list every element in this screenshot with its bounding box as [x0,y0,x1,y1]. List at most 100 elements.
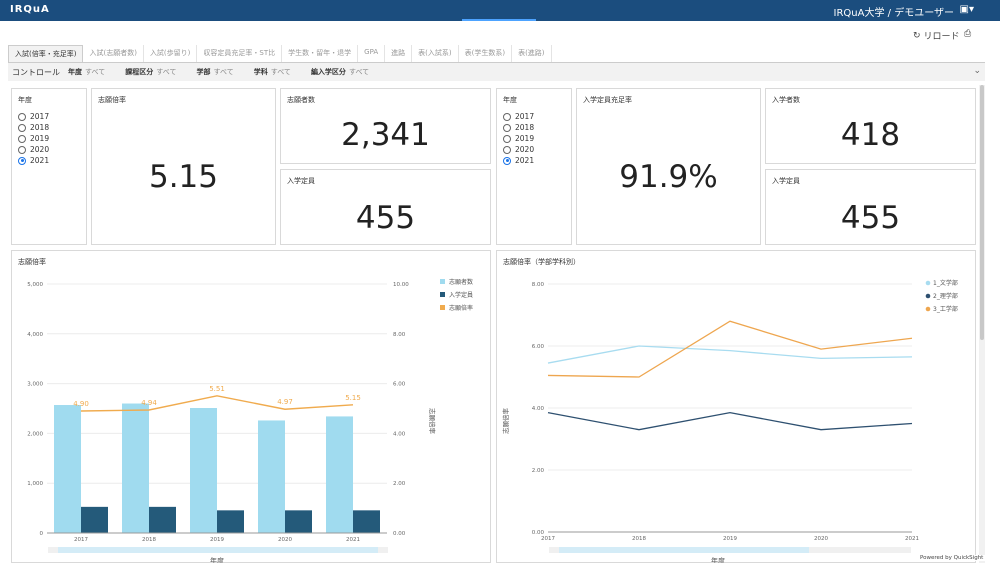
bar-capacity [353,510,380,533]
tab-students[interactable]: 学生数・留年・退学 [282,45,359,62]
data-label: 4.97 [277,398,293,406]
x-scroll-thumb [58,547,378,553]
bar-capacity [149,506,176,533]
brand-logo: IRQuA [10,4,50,15]
x-tick-label: 2017 [74,537,88,543]
y2-tick-label: 6.00 [393,382,406,388]
kpi-capacity-left: 入学定員 455 [280,169,491,245]
page-scrollbar[interactable] [979,85,985,563]
data-label: 4.90 [73,400,89,408]
kpi-ratio: 志願倍率 5.15 [91,88,276,245]
y2-tick-label: 0.00 [393,531,406,537]
radio-icon [503,134,511,143]
filter-year[interactable]: 年度 すべて [68,68,106,76]
x-tick-label: 2021 [346,537,360,543]
legend-marker [925,293,931,299]
y-tick-label: 0.00 [532,530,545,536]
x-tick-label: 2021 [905,536,919,542]
year-filter-title: 年度 [503,96,517,104]
kpi-value: 418 [840,117,901,153]
radio-year-2021[interactable]: 2021 [503,155,534,166]
legend-marker [925,280,931,286]
legend-label: 1_文学部 [933,279,958,287]
scrollbar-thumb[interactable] [980,85,984,340]
legend-label: 志願者数 [449,278,473,286]
year-filter-title: 年度 [18,96,32,104]
tab-yield[interactable]: 入試(歩留り) [144,45,198,62]
bar-capacity [81,506,108,533]
tab-gpa[interactable]: GPA [358,45,386,62]
controls-title: コントロール [12,67,60,77]
y-tick-label: 2,000 [27,431,43,437]
radio-icon [18,112,26,121]
radio-year-2017[interactable]: 2017 [503,111,534,122]
radio-year-2018[interactable]: 2018 [18,122,49,133]
filter-department[interactable]: 学科 すべて [253,68,291,76]
kpi-value: 455 [355,200,416,236]
x-tick-label: 2019 [210,537,224,543]
user-menu[interactable]: IRQuA大学 / デモユーザー [833,8,954,19]
tab-table-students[interactable]: 表(学生数系) [459,45,513,62]
legend-swatch [440,279,445,284]
user-menu-icon[interactable]: ▣▾ [959,4,974,15]
y-tick-label: 4.00 [532,406,545,412]
top-bar: IRQuA IRQuA大学 / デモユーザー ▣▾ [0,0,1000,21]
y2-tick-label: 8.00 [393,332,406,338]
print-button[interactable]: ⎙ [964,29,971,39]
tab-career[interactable]: 進路 [385,45,413,62]
radio-year-2020[interactable]: 2020 [503,144,534,155]
bar-capacity [217,510,244,533]
legend-label: 志願倍率 [449,304,473,312]
year-filter-right: 年度 2017 2018 2019 2020 2021 [496,88,572,245]
tab-entrance-ratio[interactable]: 入試(倍率・充足率) [8,45,84,62]
y2-axis-label: 志願倍率 [428,408,437,435]
series-line [547,411,913,431]
radio-icon [18,134,26,143]
filter-faculty[interactable]: 学部 すべて [196,68,234,76]
bar-applicants [258,420,285,533]
reload-button[interactable]: ↻ リロード [913,29,960,43]
radio-year-2019[interactable]: 2019 [503,133,534,144]
radio-year-2018[interactable]: 2018 [503,122,534,133]
radio-year-2017[interactable]: 2017 [18,111,49,122]
x-tick-label: 2019 [723,536,737,542]
kpi-enrolled: 入学者数 418 [765,88,976,164]
tab-applicants[interactable]: 入試(志願者数) [83,45,144,62]
legend-marker [925,306,931,312]
y-axis-label: 志願倍率 [501,408,510,435]
kpi-title: 志願者数 [287,96,315,104]
tab-table-entrance[interactable]: 表(入試系) [412,45,459,62]
sheet-tabs: 入試(倍率・充足率) 入試(志願者数) 入試(歩留り) 収容定員充足率・ST比 … [8,45,552,62]
x-tick-label: 2020 [278,537,292,543]
filter-course[interactable]: 課程区分 すべて [125,68,177,76]
data-label: 5.51 [209,385,225,393]
bar-applicants [54,405,81,533]
y-tick-label: 2.00 [532,468,545,474]
radio-year-2020[interactable]: 2020 [18,144,49,155]
kpi-title: 入学定員 [772,177,800,185]
filter-transfer[interactable]: 編入学区分 すべて [310,68,370,76]
radio-year-2019[interactable]: 2019 [18,133,49,144]
bar-applicants [122,403,149,533]
kpi-value: 2,341 [341,117,430,153]
kpi-applicants: 志願者数 2,341 [280,88,491,164]
chart-panel-ratio: 志願倍率 0 1,000 2,000 3,000 4,000 5,000 0.00 2.00 4… [11,250,491,563]
kpi-title: 入学定員充足率 [583,96,632,104]
radio-year-2021[interactable]: 2021 [18,155,49,166]
ratio-combo-chart: 0 1,000 2,000 3,000 4,000 5,000 0.00 2.00 4.00 6.… [27,278,473,563]
chevron-down-icon[interactable]: ⌄ [973,66,981,76]
tab-capacity-st[interactable]: 収容定員充足率・ST比 [197,45,283,62]
x-tick-label: 2018 [632,536,646,542]
powered-by-label: Powered by QuickSight [918,555,986,561]
radio-icon [503,112,511,121]
bar-applicants [326,416,353,533]
data-label: 5.15 [345,394,361,402]
y-tick-label: 5,000 [27,282,43,288]
y-tick-label: 0 [40,531,44,537]
radio-icon [18,145,26,154]
controls-bar: コントロール 年度 すべて 課程区分 すべて 学部 すべて 学科 すべて 編入学区分 すべ… [8,62,985,81]
radio-selected-icon [503,156,511,165]
y-tick-label: 4,000 [27,332,43,338]
tab-table-career[interactable]: 表(進路) [512,45,552,62]
